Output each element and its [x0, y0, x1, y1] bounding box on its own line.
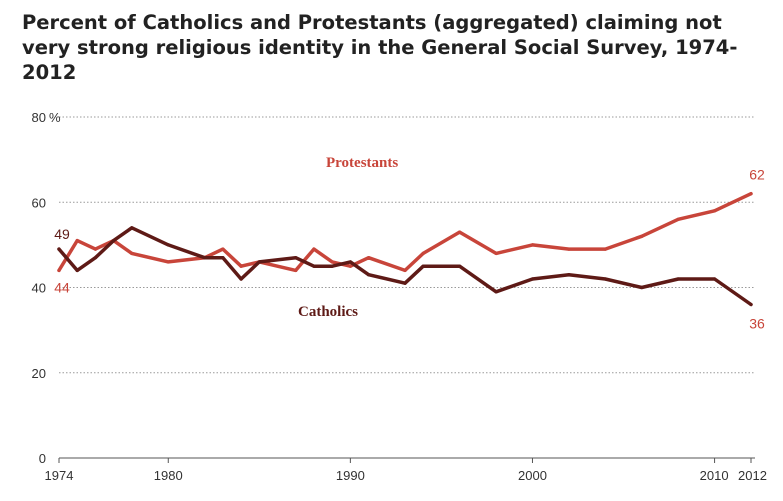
- protestants-point: [239, 264, 243, 268]
- protestants-point: [603, 247, 607, 251]
- x-axis-ticks: 1974 1980 1990 2000 2010 2012: [45, 458, 767, 483]
- catholics-point: [221, 256, 225, 260]
- protestants-point: [676, 217, 680, 221]
- catholics-point: [57, 247, 61, 251]
- chart-title: Percent of Catholics and Protestants (ag…: [22, 11, 738, 84]
- catholics-point: [366, 273, 371, 277]
- catholics-point: [312, 264, 316, 268]
- catholics-point: [93, 256, 98, 260]
- protestants-point: [93, 247, 98, 251]
- protestants-end-value: 62: [749, 167, 765, 183]
- protestants-line: [57, 191, 753, 273]
- grid-lines: [59, 116, 755, 459]
- catholics-point: [130, 226, 134, 230]
- y-tick-label: 60: [32, 195, 46, 210]
- x-tick-label: 1974: [45, 468, 74, 483]
- catholics-point: [749, 302, 753, 307]
- protestants-point: [75, 239, 79, 243]
- catholics-point: [421, 264, 425, 268]
- protestants-point: [57, 268, 61, 273]
- catholics-start-value: 49: [54, 226, 70, 242]
- protestants-point: [130, 251, 134, 255]
- protestants-point: [294, 268, 298, 273]
- protestants-point: [567, 247, 571, 251]
- protestants-point: [366, 256, 371, 260]
- y-axis-unit: %: [49, 110, 61, 125]
- x-tick-label: 1990: [336, 468, 365, 483]
- catholics-point: [458, 264, 462, 268]
- protestants-point: [330, 260, 334, 264]
- protestants-point: [640, 234, 644, 238]
- y-tick-label: 40: [32, 281, 46, 296]
- protestants-start-value: 44: [54, 279, 70, 295]
- catholics-point: [257, 260, 261, 264]
- x-tick-label: 1980: [154, 468, 183, 483]
- y-axis-ticks: 0 20 40 60 80: [32, 110, 46, 466]
- protestants-point: [530, 243, 535, 247]
- catholics-point: [640, 285, 644, 290]
- catholics-point: [603, 277, 607, 281]
- catholics-point: [112, 239, 116, 243]
- protestants-point: [712, 209, 717, 213]
- catholics-point: [494, 290, 498, 294]
- catholics-point: [166, 243, 170, 247]
- protestants-point: [312, 247, 316, 251]
- catholics-point: [567, 273, 571, 277]
- catholics-point: [403, 281, 407, 285]
- catholics-end-value: 36: [749, 316, 765, 332]
- protestants-point: [458, 230, 462, 234]
- catholics-series-label: Catholics: [298, 304, 358, 320]
- y-tick-label: 0: [39, 451, 46, 466]
- catholics-point: [239, 277, 243, 281]
- catholics-point: [530, 277, 535, 281]
- catholics-point: [676, 277, 680, 281]
- series-lines: [57, 191, 753, 307]
- catholics-point: [330, 264, 334, 268]
- catholics-point: [203, 256, 207, 260]
- protestants-point: [749, 192, 753, 196]
- y-tick-label: 20: [32, 366, 46, 381]
- catholics-point: [712, 277, 717, 281]
- protestants-point: [166, 260, 170, 264]
- protestants-point: [403, 268, 407, 273]
- protestants-point: [494, 251, 498, 255]
- protestants-point: [348, 264, 352, 268]
- y-tick-label: 80: [32, 110, 46, 125]
- catholics-line: [57, 226, 753, 307]
- protestants-series-label: Protestants: [326, 155, 398, 171]
- x-tick-label: 2000: [518, 468, 547, 483]
- x-tick-label: 2010: [700, 468, 729, 483]
- catholics-point: [294, 256, 298, 260]
- catholics-point: [75, 268, 79, 273]
- protestants-point: [421, 251, 425, 255]
- x-tick-label: 2012: [738, 468, 767, 483]
- protestants-point: [221, 247, 225, 251]
- catholics-point: [348, 260, 352, 264]
